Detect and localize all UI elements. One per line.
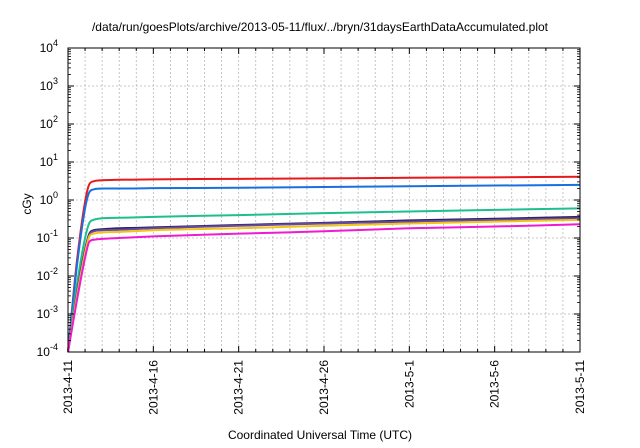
y-tick-label: 10-3 <box>37 304 58 321</box>
y-tick-label: 104 <box>40 38 58 55</box>
y-tick-label: 102 <box>40 114 58 131</box>
x-tick-label: 2013-5-1 <box>402 360 416 408</box>
series-line-2 <box>67 183 581 353</box>
y-tick-label: 10-4 <box>37 342 58 359</box>
x-axis-label: Coordinated Universal Time (UTC) <box>227 428 413 442</box>
x-tick-label: 2013-4-26 <box>317 360 331 415</box>
series-line-1 <box>67 175 581 353</box>
data-series <box>67 175 581 353</box>
x-tick-label: 2013-4-16 <box>146 360 160 415</box>
y-tick-label: 101 <box>40 152 58 169</box>
y-tick-label: 100 <box>40 190 58 207</box>
axis-ticks: 10-4 10-3 10-2 10-1 100 101 102 103 104 2013-4-11… <box>37 38 587 415</box>
grid-lines <box>68 48 580 352</box>
series-line-3 <box>67 207 581 353</box>
x-tick-label: 2013-5-6 <box>488 360 502 408</box>
y-tick-label: 103 <box>40 76 58 93</box>
x-tick-label: 2013-4-21 <box>232 360 246 415</box>
series-line-7 <box>67 223 581 353</box>
x-tick-label: 2013-5-11 <box>573 360 587 414</box>
y-tick-label: 10-1 <box>37 228 58 245</box>
y-tick-label: 10-2 <box>37 266 58 283</box>
x-tick-label: 2013-4-11 <box>61 360 75 414</box>
y-axis-label: cGy <box>20 193 34 214</box>
chart-title: /data/run/goesPlots/archive/2013-05-11/f… <box>91 20 549 34</box>
series-line-6 <box>67 218 581 353</box>
